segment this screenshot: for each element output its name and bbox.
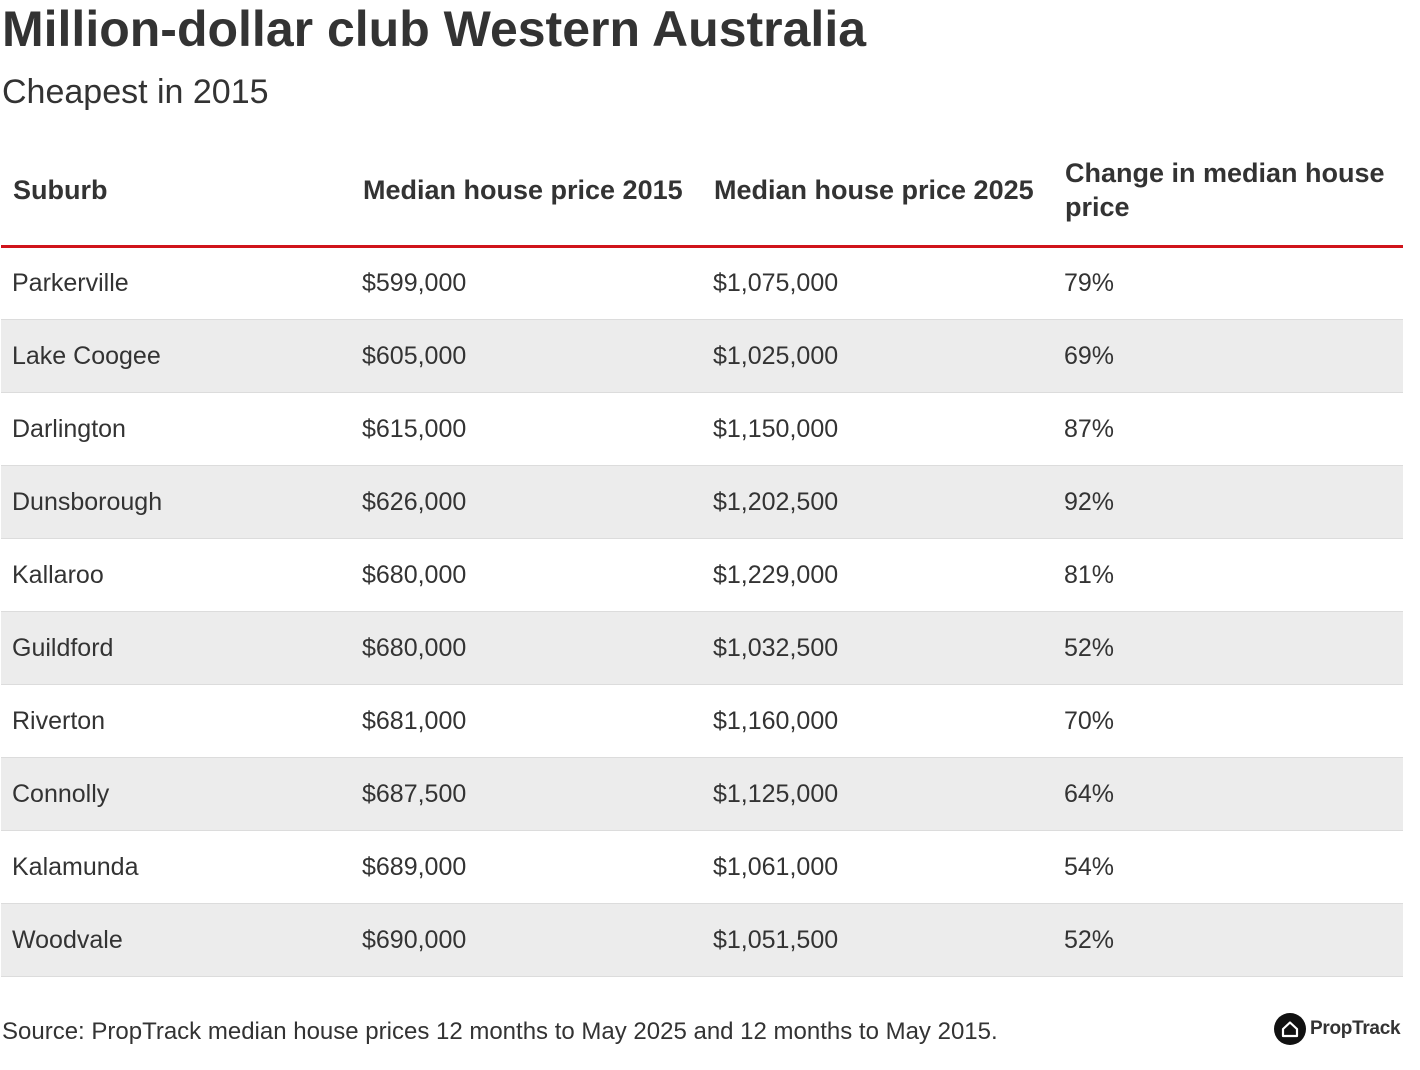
column-header-change: Change in median house price [1053,140,1403,248]
table-row: Guildford $680,000 $1,032,500 52% [1,611,1403,685]
cell-suburb: Parkerville [1,246,351,320]
cell-price-2015: $599,000 [351,246,702,320]
cell-change: 52% [1053,903,1403,977]
proptrack-logo: PropTrack [1274,1012,1401,1046]
cell-price-2015: $689,000 [351,830,702,904]
cell-price-2015: $690,000 [351,903,702,977]
cell-suburb: Connolly [1,757,351,831]
table-row: Darlington $615,000 $1,150,000 87% [1,392,1403,466]
house-icon [1274,1013,1306,1045]
cell-price-2025: $1,160,000 [702,684,1053,758]
cell-suburb: Darlington [1,392,351,466]
header-row: Suburb Median house price 2015 Median ho… [1,140,1403,248]
table-row: Woodvale $690,000 $1,051,500 52% [1,903,1403,977]
cell-price-2015: $605,000 [351,319,702,393]
cell-price-2025: $1,075,000 [702,246,1053,320]
data-table: Suburb Median house price 2015 Median ho… [1,140,1403,977]
table-header: Suburb Median house price 2015 Median ho… [1,140,1403,248]
cell-price-2015: $680,000 [351,538,702,612]
table-body: Parkerville $599,000 $1,075,000 79% Lake Coo… [1,246,1403,977]
table-row: Riverton $681,000 $1,160,000 70% [1,684,1403,758]
cell-price-2015: $687,500 [351,757,702,831]
cell-change: 92% [1053,465,1403,539]
cell-suburb: Kalamunda [1,830,351,904]
table-row: Lake Coogee $605,000 $1,025,000 69% [1,319,1403,393]
column-header-price-2015: Median house price 2015 [351,140,702,248]
cell-price-2025: $1,025,000 [702,319,1053,393]
cell-price-2025: $1,150,000 [702,392,1053,466]
chart-subtitle: Cheapest in 2015 [2,73,269,111]
cell-price-2025: $1,125,000 [702,757,1053,831]
table-row: Kallaroo $680,000 $1,229,000 81% [1,538,1403,612]
cell-price-2025: $1,061,000 [702,830,1053,904]
cell-suburb: Lake Coogee [1,319,351,393]
cell-suburb: Guildford [1,611,351,685]
table-row: Connolly $687,500 $1,125,000 64% [1,757,1403,831]
cell-suburb: Kallaroo [1,538,351,612]
cell-change: 54% [1053,830,1403,904]
table-row: Parkerville $599,000 $1,075,000 79% [1,246,1403,320]
cell-suburb: Dunsborough [1,465,351,539]
cell-suburb: Riverton [1,684,351,758]
table-row: Kalamunda $689,000 $1,061,000 54% [1,830,1403,904]
column-header-price-2025: Median house price 2025 [702,140,1053,248]
cell-change: 64% [1053,757,1403,831]
column-header-suburb: Suburb [1,140,351,248]
cell-change: 52% [1053,611,1403,685]
cell-price-2015: $680,000 [351,611,702,685]
cell-price-2015: $626,000 [351,465,702,539]
cell-price-2015: $681,000 [351,684,702,758]
chart-title: Million-dollar club Western Australia [2,1,867,57]
source-note: Source: PropTrack median house prices 12… [2,1018,998,1045]
cell-price-2025: $1,032,500 [702,611,1053,685]
cell-change: 81% [1053,538,1403,612]
cell-price-2015: $615,000 [351,392,702,466]
cell-price-2025: $1,229,000 [702,538,1053,612]
cell-price-2025: $1,202,500 [702,465,1053,539]
cell-change: 79% [1053,246,1403,320]
cell-price-2025: $1,051,500 [702,903,1053,977]
table-row: Dunsborough $626,000 $1,202,500 92% [1,465,1403,539]
cell-change: 70% [1053,684,1403,758]
cell-change: 87% [1053,392,1403,466]
cell-suburb: Woodvale [1,903,351,977]
cell-change: 69% [1053,319,1403,393]
logo-text: PropTrack [1310,1018,1401,1039]
